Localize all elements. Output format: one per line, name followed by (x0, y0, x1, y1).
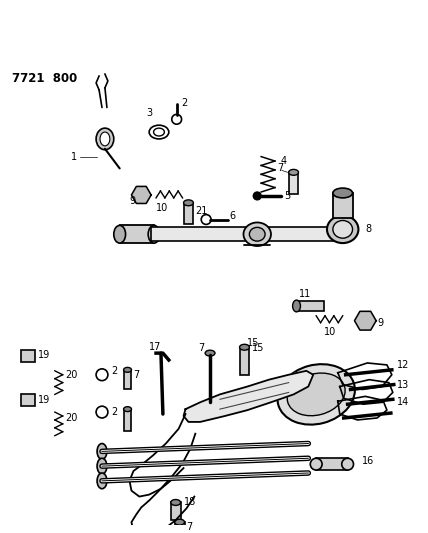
Bar (171, 503, 181, 520)
Bar (316, 458, 348, 470)
Ellipse shape (114, 225, 125, 243)
Text: 8: 8 (366, 224, 372, 235)
Text: 16: 16 (363, 456, 374, 466)
Ellipse shape (205, 350, 215, 356)
Ellipse shape (277, 364, 355, 425)
Text: 7721  800: 7721 800 (12, 72, 77, 85)
Bar (333, 193, 353, 217)
Ellipse shape (97, 473, 107, 489)
Ellipse shape (97, 443, 107, 459)
Ellipse shape (184, 200, 193, 206)
Ellipse shape (124, 367, 131, 372)
Text: 21: 21 (195, 206, 208, 216)
Text: 7: 7 (187, 522, 193, 532)
Text: 9: 9 (377, 318, 383, 328)
Ellipse shape (96, 128, 114, 150)
Text: 18: 18 (184, 497, 196, 507)
Text: 10: 10 (156, 203, 168, 213)
Text: 17: 17 (149, 342, 161, 352)
Polygon shape (184, 371, 313, 422)
Ellipse shape (288, 169, 298, 175)
Bar (175, 522, 184, 533)
Ellipse shape (250, 228, 265, 241)
Text: 20: 20 (65, 413, 78, 423)
Text: 4: 4 (281, 156, 287, 166)
Bar (151, 228, 343, 241)
Polygon shape (354, 311, 376, 330)
Bar (297, 301, 324, 311)
Text: 1: 1 (71, 151, 77, 161)
Ellipse shape (175, 519, 184, 525)
Text: 2: 2 (181, 98, 188, 108)
Ellipse shape (148, 225, 160, 243)
Polygon shape (131, 187, 151, 204)
Ellipse shape (310, 458, 322, 470)
Text: 6: 6 (230, 211, 236, 221)
Text: 3: 3 (146, 108, 152, 118)
Text: 9: 9 (130, 196, 136, 206)
Text: 12: 12 (397, 360, 409, 370)
Bar (21, 350, 35, 362)
Text: 14: 14 (397, 397, 409, 407)
Bar (124, 409, 131, 431)
Ellipse shape (287, 373, 345, 416)
Text: 15: 15 (253, 343, 265, 353)
Ellipse shape (240, 344, 250, 350)
Text: 5: 5 (284, 191, 290, 201)
Ellipse shape (327, 215, 358, 243)
Bar (288, 172, 298, 194)
Bar (184, 203, 193, 224)
Text: 19: 19 (38, 395, 51, 405)
Text: 19: 19 (38, 350, 51, 360)
Text: 15: 15 (247, 338, 260, 348)
Text: 10: 10 (324, 327, 336, 336)
Ellipse shape (293, 300, 300, 312)
Text: 13: 13 (397, 379, 409, 390)
Text: 2: 2 (111, 407, 117, 417)
Ellipse shape (100, 132, 110, 146)
Ellipse shape (333, 221, 353, 238)
Ellipse shape (333, 188, 353, 198)
Text: 20: 20 (65, 370, 78, 379)
Circle shape (253, 192, 261, 200)
Ellipse shape (124, 407, 131, 411)
Text: 11: 11 (298, 289, 311, 299)
Bar (124, 370, 131, 390)
Text: 7: 7 (134, 370, 140, 379)
Bar (21, 394, 35, 406)
Ellipse shape (244, 222, 271, 246)
Text: 2: 2 (111, 366, 117, 376)
Text: 7: 7 (198, 343, 205, 353)
Ellipse shape (97, 458, 107, 474)
Bar (120, 225, 154, 243)
Bar (240, 347, 250, 375)
Text: 7: 7 (277, 164, 283, 173)
Ellipse shape (171, 499, 181, 505)
Ellipse shape (342, 458, 354, 470)
